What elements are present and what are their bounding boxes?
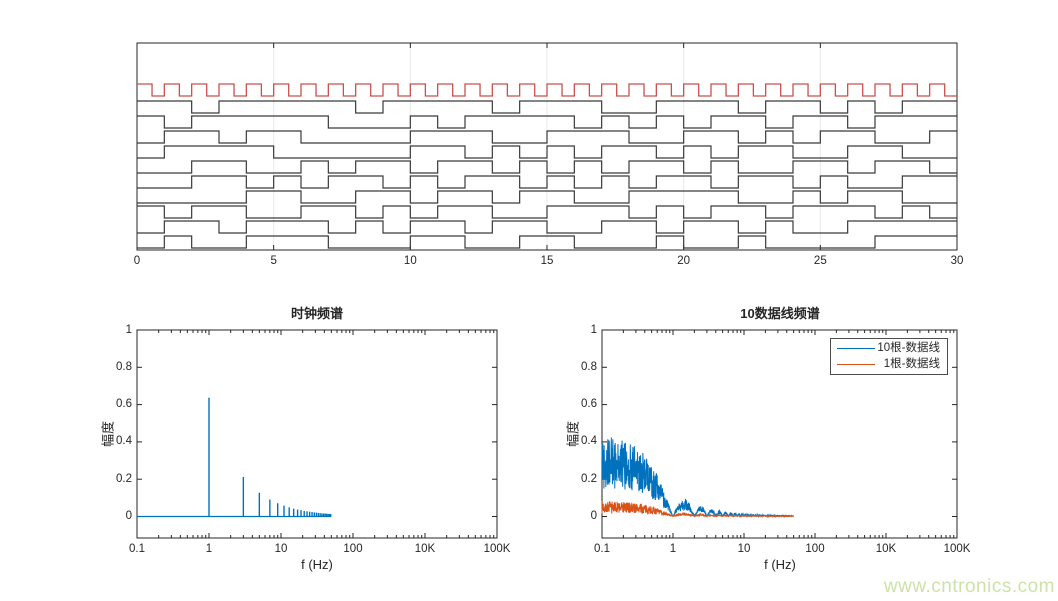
waveform-x-tick-label: 10 bbox=[403, 255, 417, 267]
clock-chart-x-tick-label: 10K bbox=[414, 543, 436, 555]
watermark-text: www.cntronics.com bbox=[883, 576, 1055, 597]
clock-chart-y-tick-label: 0.2 bbox=[116, 472, 132, 485]
clock-chart-xlabel: f (Hz) bbox=[301, 557, 333, 572]
legend-item-label: 10根-数据线 bbox=[877, 342, 940, 355]
waveform-plot bbox=[136, 42, 958, 251]
legend-item: 1根-数据线 bbox=[837, 358, 940, 371]
data-chart-title: 10数据线频谱 bbox=[740, 306, 820, 321]
legend-line-sample-blue bbox=[837, 348, 875, 350]
clock-chart-title: 时钟频谱 bbox=[290, 306, 344, 321]
waveform-x-tick-label: 25 bbox=[813, 255, 827, 267]
waveform-x-tick-label: 0 bbox=[133, 255, 141, 267]
waveform-x-tick-label: 20 bbox=[677, 255, 691, 267]
waveform-x-tick-label: 30 bbox=[950, 255, 964, 267]
clock-chart-x-tick-label: 10 bbox=[274, 543, 288, 555]
clock-chart-y-tick-label: 0.8 bbox=[116, 360, 132, 373]
data-chart-x-tick-label: 10K bbox=[875, 543, 897, 555]
waveform-x-tick-label: 15 bbox=[540, 255, 554, 267]
data-chart-y-tick-label: 1 bbox=[590, 323, 597, 336]
clock-chart-y-tick-label: 0.6 bbox=[116, 398, 132, 411]
data-chart-y-tick-label: 0.2 bbox=[581, 472, 597, 485]
data-chart-x-tick-label: 100K bbox=[943, 543, 971, 555]
clock-spectrum-chart bbox=[136, 329, 498, 539]
data-chart-y-tick-label: 0.6 bbox=[581, 398, 597, 411]
data-spectrum-chart bbox=[601, 329, 958, 539]
legend-item: 10根-数据线 bbox=[837, 342, 940, 355]
clock-chart-y-tick-label: 0 bbox=[125, 510, 132, 522]
clock-chart-y-tick-label: 0.4 bbox=[116, 435, 132, 448]
data-chart-x-tick-label: 10 bbox=[737, 543, 751, 555]
data-chart-x-tick-label: 0.1 bbox=[594, 543, 610, 555]
data-chart-xlabel: f (Hz) bbox=[764, 557, 796, 572]
clock-chart-x-tick-label: 100 bbox=[343, 543, 363, 555]
data-chart-y-tick-label: 0.4 bbox=[581, 435, 597, 448]
clock-chart-y-tick-label: 1 bbox=[125, 323, 132, 336]
legend-item-label: 1根-数据线 bbox=[883, 357, 940, 370]
clock-chart-x-tick-label: 0.1 bbox=[129, 543, 145, 555]
clock-chart-x-tick-label: 1 bbox=[205, 543, 213, 555]
legend-line-sample-orange bbox=[837, 363, 875, 365]
data-chart-x-tick-label: 100 bbox=[805, 543, 825, 555]
data-chart-y-tick-label: 0 bbox=[590, 510, 597, 522]
legend: 10根-数据线 1根-数据线 bbox=[830, 338, 948, 375]
clock-chart-x-tick-label: 100K bbox=[483, 543, 511, 555]
data-chart-x-tick-label: 1 bbox=[669, 543, 677, 555]
waveform-x-tick-label: 5 bbox=[270, 255, 277, 267]
data-chart-y-tick-label: 0.8 bbox=[581, 360, 597, 373]
